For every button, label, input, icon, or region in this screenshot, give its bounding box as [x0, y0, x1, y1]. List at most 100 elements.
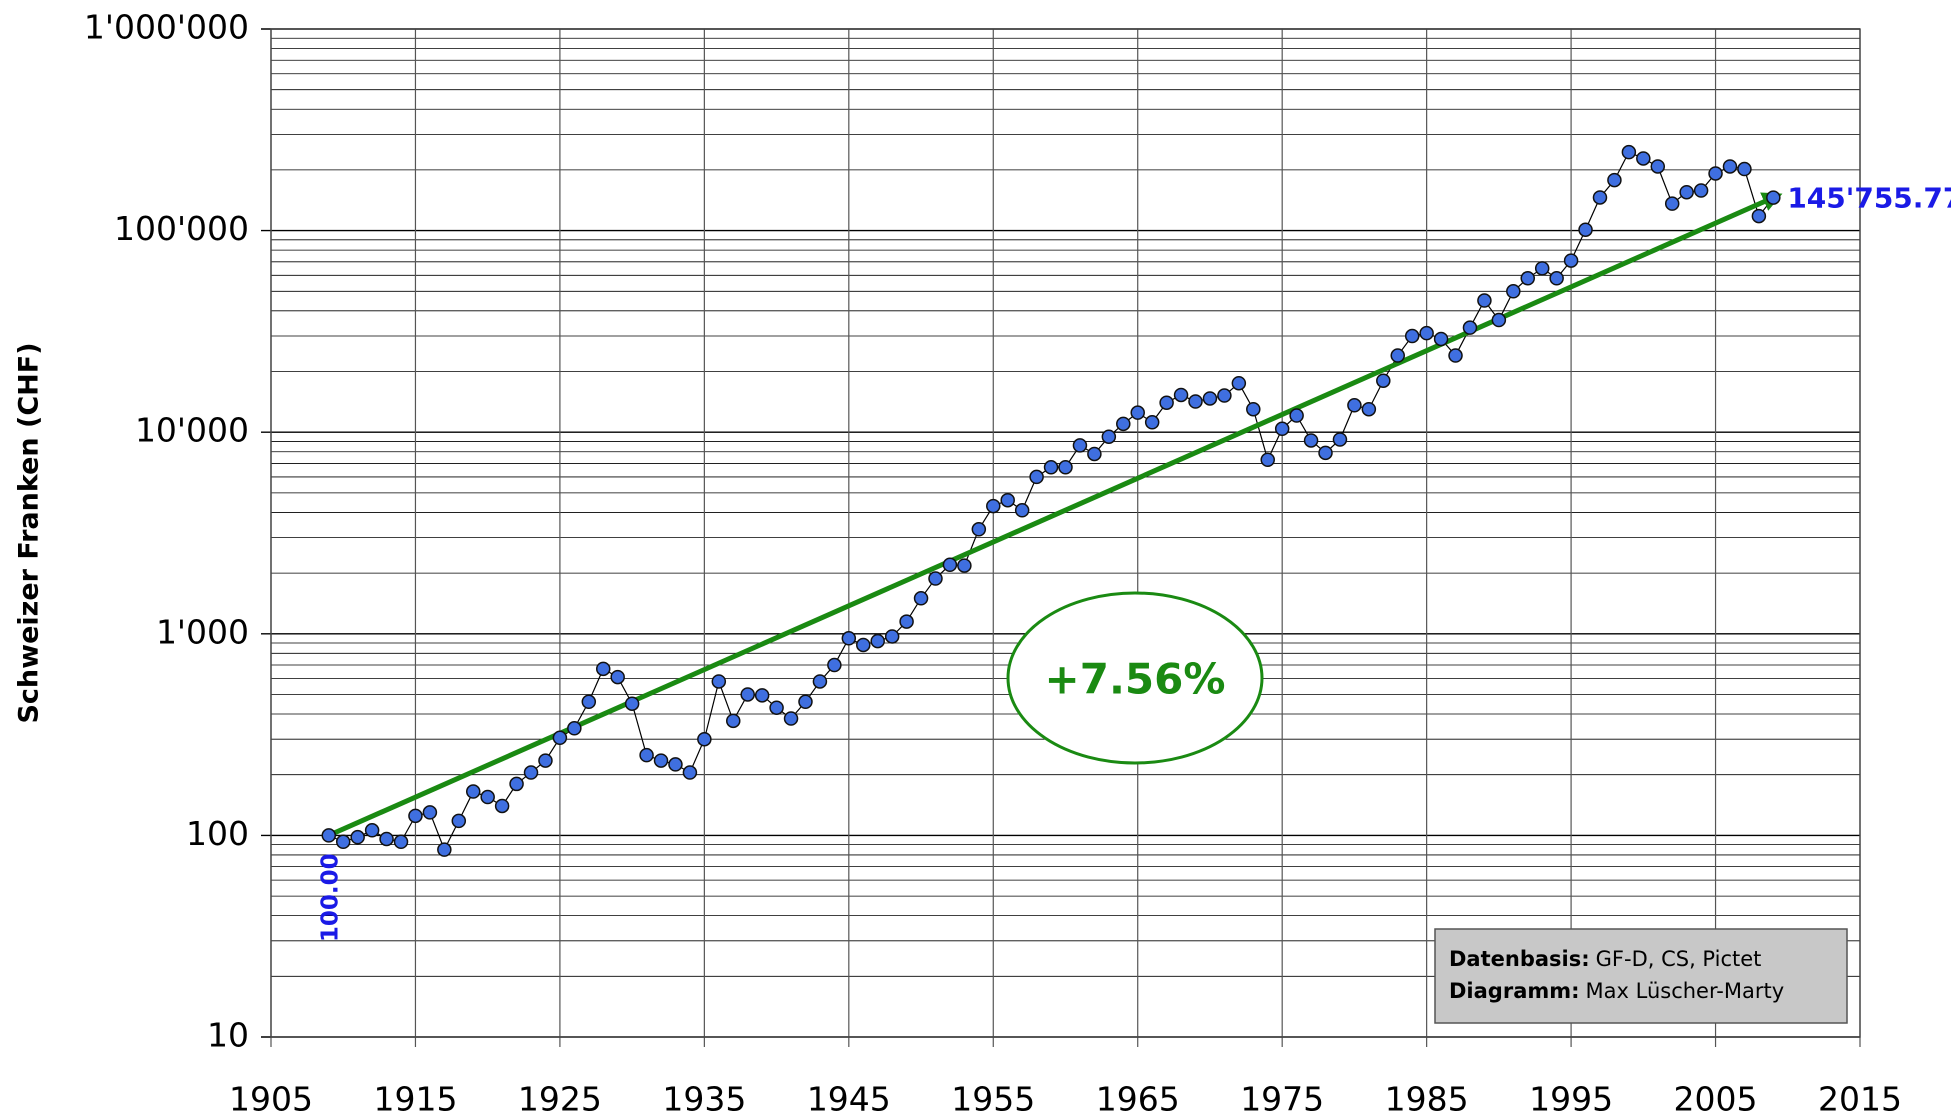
- data-point: [1303, 433, 1319, 448]
- x-tick-label: 1905: [229, 1080, 313, 1118]
- data-point: [1679, 184, 1694, 200]
- data-point: [480, 789, 495, 805]
- data-point: [465, 784, 481, 799]
- y-tick-label: 1'000'000: [84, 8, 249, 47]
- data-point: [1058, 460, 1073, 475]
- data-point: [1361, 401, 1377, 417]
- x-tick-label: 1985: [1385, 1080, 1469, 1118]
- data-point: [538, 753, 553, 768]
- data-point: [1477, 293, 1492, 308]
- data-point: [884, 629, 900, 644]
- data-point: [1130, 405, 1145, 420]
- note-box: [1434, 928, 1848, 1024]
- data-point: [1116, 416, 1131, 432]
- data-point: [523, 765, 539, 780]
- data-point: [1751, 208, 1767, 224]
- y-tick-label: 100'000: [114, 209, 249, 248]
- data-point: [1693, 183, 1709, 198]
- data-point: [581, 694, 597, 710]
- data-point: [1621, 144, 1637, 160]
- data-point: [567, 721, 582, 736]
- data-point: [1043, 460, 1059, 475]
- data-point: [798, 694, 813, 710]
- y-tick-label: 10'000: [135, 411, 249, 450]
- data-point: [856, 637, 871, 653]
- data-point: [1202, 391, 1218, 406]
- data-point: [1029, 469, 1044, 485]
- data-point: [1072, 438, 1088, 453]
- note-key: Datenbasis:: [1449, 947, 1590, 971]
- data-point: [610, 669, 625, 685]
- data-point: [379, 831, 394, 847]
- data-point: [1101, 429, 1117, 444]
- data-point: [1722, 159, 1738, 174]
- data-point: [1433, 331, 1449, 347]
- data-point: [1737, 161, 1752, 177]
- data-point: [422, 805, 438, 820]
- data-point: [827, 657, 842, 673]
- data-point: [1231, 375, 1247, 391]
- data-point: [1376, 373, 1391, 388]
- data-point: [1520, 271, 1536, 286]
- data-point: [408, 808, 423, 824]
- x-tick-label: 1975: [1240, 1080, 1324, 1118]
- data-point: [1506, 284, 1521, 299]
- data-point: [697, 731, 712, 747]
- data-point: [1274, 421, 1290, 437]
- x-tick-label: 2015: [1818, 1080, 1902, 1118]
- data-point: [552, 730, 568, 746]
- x-tick-label: 1935: [662, 1080, 746, 1118]
- annotation-text: +7.56%: [1045, 655, 1226, 704]
- data-point: [1664, 196, 1680, 211]
- data-point: [957, 558, 972, 573]
- data-point: [682, 765, 698, 780]
- data-point: [812, 674, 828, 689]
- data-point: [1347, 398, 1362, 413]
- data-point: [653, 753, 669, 768]
- data-point: [928, 571, 943, 586]
- data-point: [899, 614, 914, 629]
- note-text: GF-D, CS, Pictet: [1596, 947, 1762, 971]
- data-point: [1144, 415, 1160, 430]
- plot-frame: [270, 28, 1861, 1038]
- data-point: [1549, 271, 1564, 286]
- data-point: [1766, 190, 1781, 205]
- data-point: [364, 823, 380, 838]
- data-point: [494, 798, 510, 814]
- data-point: [1246, 401, 1261, 417]
- note-line: Diagramm: Max Lüscher-Marty: [1449, 979, 1784, 1003]
- note-line: Datenbasis: GF-D, CS, Pictet: [1449, 947, 1761, 971]
- data-point: [668, 757, 683, 772]
- x-tick-label: 1995: [1529, 1080, 1613, 1118]
- data-point: [437, 842, 452, 857]
- note-key: Diagramm:: [1449, 979, 1580, 1003]
- y-axis-label: Schweizer Franken (CHF): [14, 342, 45, 723]
- data-point: [1087, 446, 1102, 462]
- data-point: [1592, 190, 1608, 205]
- data-point: [971, 522, 987, 537]
- data-point: [321, 828, 337, 843]
- data-point: [1260, 452, 1275, 468]
- data-point: [769, 700, 784, 715]
- data-point: [350, 829, 365, 845]
- data-point: [1578, 222, 1593, 237]
- data-point: [841, 631, 857, 646]
- data-point: [1491, 312, 1507, 328]
- x-tick-label: 1955: [951, 1080, 1035, 1118]
- x-tick-label: 2005: [1674, 1080, 1758, 1118]
- value-label: 100.00: [317, 853, 343, 942]
- x-tick-label: 1965: [1096, 1080, 1180, 1118]
- data-point: [1289, 408, 1304, 423]
- data-point: [1563, 253, 1579, 268]
- y-tick-label: 100: [186, 814, 249, 853]
- data-point: [393, 834, 409, 850]
- data-point: [740, 687, 755, 702]
- data-point: [1607, 172, 1622, 188]
- data-point: [711, 674, 727, 689]
- data-point: [1390, 348, 1405, 363]
- data-point: [783, 711, 799, 726]
- data-line: [328, 151, 1774, 852]
- data-point: [595, 661, 611, 677]
- data-point: [1708, 166, 1723, 181]
- data-point: [639, 747, 654, 763]
